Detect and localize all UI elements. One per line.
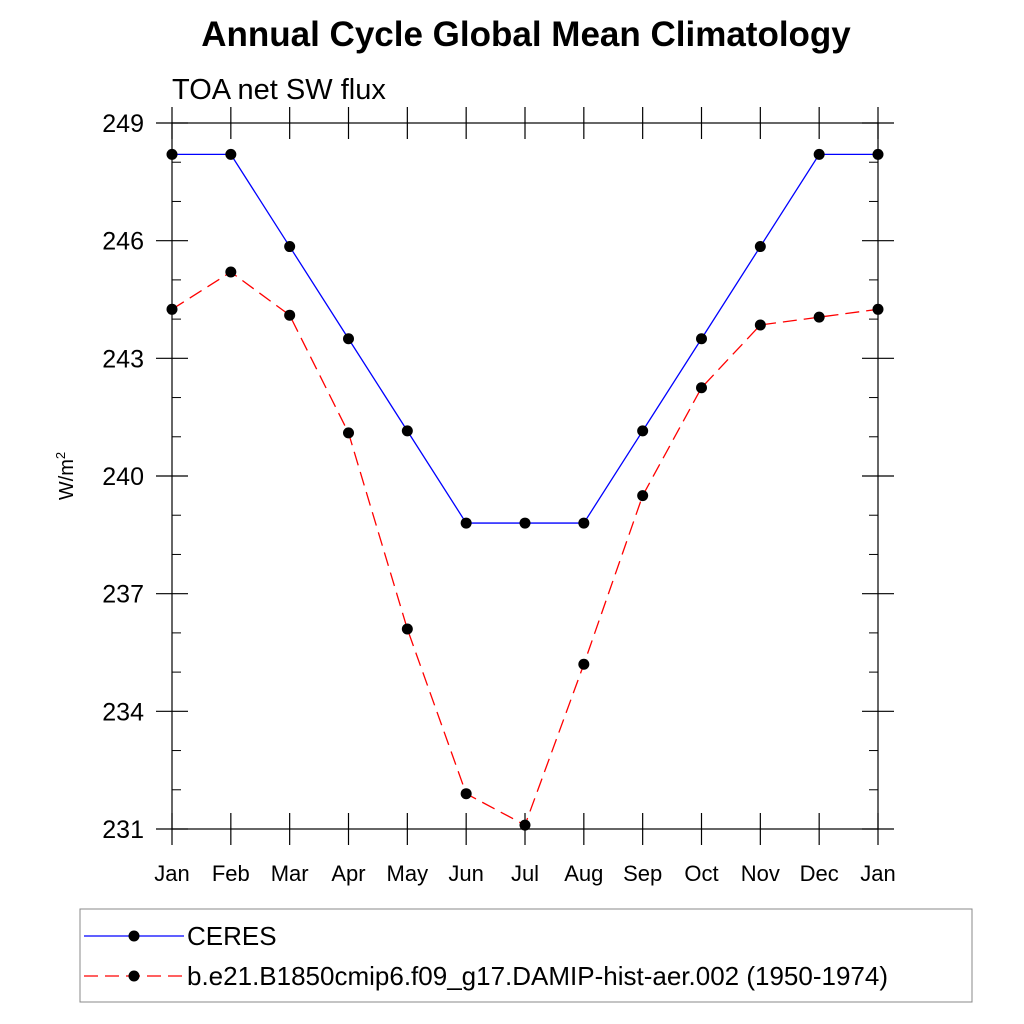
x-tick-label: Dec <box>800 861 839 886</box>
y-tick-label: 240 <box>102 463 144 491</box>
x-tick-label: Jan <box>860 861 895 886</box>
data-point <box>637 425 649 437</box>
data-point <box>284 309 296 321</box>
data-point <box>519 819 531 831</box>
legend: CERES b.e21.B1850cmip6.f09_g17.DAMIP-hist… <box>79 908 973 1003</box>
y-tick-label: 246 <box>102 228 144 256</box>
chart-title: Annual Cycle Global Mean Climatology <box>201 15 851 54</box>
y-tick-label: 231 <box>102 816 144 844</box>
x-tick-label: Apr <box>331 861 365 886</box>
legend-item: CERES <box>84 921 277 951</box>
data-point <box>578 658 590 670</box>
series-layer <box>166 148 884 831</box>
data-point <box>401 623 413 635</box>
data-point <box>225 266 237 278</box>
y-axis-label: W/m2 <box>53 452 78 500</box>
data-point <box>166 148 178 160</box>
y-tick-label: 237 <box>102 581 144 609</box>
legend-item: b.e21.B1850cmip6.f09_g17.DAMIP-hist-aer.… <box>84 961 888 991</box>
series-line <box>171 271 879 827</box>
x-tick-label: Oct <box>684 861 718 886</box>
data-point <box>813 148 825 160</box>
legend-label: CERES <box>187 921 277 951</box>
data-point <box>460 788 472 800</box>
legend-label: b.e21.B1850cmip6.f09_g17.DAMIP-hist-aer.… <box>187 961 888 991</box>
data-point <box>754 241 766 253</box>
x-tick-label: Aug <box>564 861 603 886</box>
series-line <box>172 153 878 524</box>
data-point <box>460 517 472 529</box>
data-point <box>166 303 178 315</box>
chart-subtitle: TOA net SW flux <box>172 74 386 106</box>
data-point <box>813 311 825 323</box>
legend-marker <box>128 930 140 942</box>
series-1 <box>166 148 884 529</box>
data-point <box>637 490 649 502</box>
axis-ticks <box>156 107 894 845</box>
x-tick-label: Mar <box>271 861 309 886</box>
x-tick-label: Jun <box>448 861 483 886</box>
data-point <box>343 333 354 345</box>
x-tick-label: Nov <box>741 861 780 886</box>
data-point <box>343 427 354 439</box>
x-tick-label: Sep <box>623 861 662 886</box>
data-point <box>872 148 884 160</box>
data-point <box>872 303 884 315</box>
y-tick-label: 249 <box>102 110 144 138</box>
x-tick-label: Feb <box>212 861 250 886</box>
series-2 <box>166 266 884 831</box>
y-tick-label: 234 <box>102 698 144 726</box>
data-point <box>754 319 766 331</box>
y-axis-tick-labels: 231 234 237 240 243 246 249 <box>102 110 144 844</box>
x-axis-tick-labels: Jan Feb Mar Apr May Jun Jul Aug Sep Oct Nov Dec Jan <box>154 861 895 886</box>
data-point <box>401 425 413 437</box>
y-tick-label: 243 <box>102 345 144 373</box>
data-point <box>519 517 531 529</box>
data-point <box>696 382 707 394</box>
data-point <box>578 517 590 529</box>
data-point <box>284 241 296 253</box>
legend-marker <box>128 970 140 982</box>
data-point <box>696 333 707 345</box>
x-tick-label: May <box>387 861 429 886</box>
legend-box <box>79 908 973 1003</box>
x-tick-label: Jul <box>511 861 539 886</box>
x-tick-label: Jan <box>154 861 189 886</box>
data-point <box>225 148 237 160</box>
